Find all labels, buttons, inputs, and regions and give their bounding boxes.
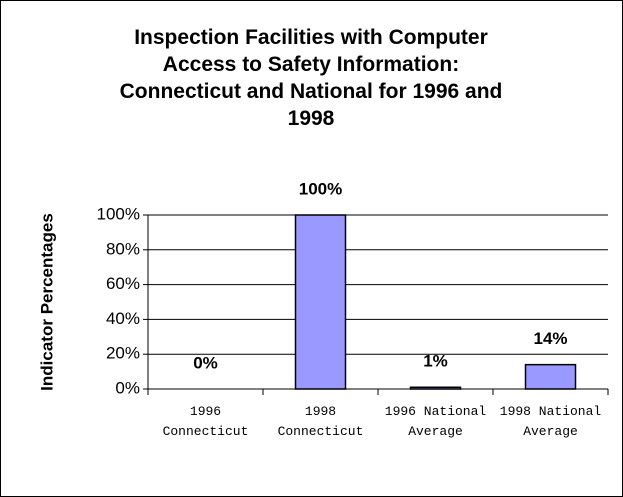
chart-title: Inspection Facilities with Computer Acce… <box>119 26 503 130</box>
x-tick-label: 1996 National Average <box>384 404 487 439</box>
x-tick-label: 1998 Connecticut <box>277 404 364 439</box>
bar <box>524 363 577 390</box>
data-label: 0% <box>193 353 218 372</box>
data-label: 1% <box>423 352 448 371</box>
y-tick-label: 80% <box>106 239 140 258</box>
data-label: 100% <box>299 179 342 198</box>
y-tick-label: 40% <box>106 309 140 328</box>
y-axis-label: Indicator Percentages <box>37 213 56 391</box>
bar <box>294 214 347 390</box>
bar <box>409 386 462 390</box>
x-tick-label: 1996 Connecticut <box>162 404 249 439</box>
x-tick-label: 1998 National Average <box>499 404 602 439</box>
y-tick-label: 0% <box>115 378 140 397</box>
y-tick-label: 100% <box>97 204 140 223</box>
y-tick-label: 20% <box>106 344 140 363</box>
y-tick-label: 60% <box>106 274 140 293</box>
data-label: 14% <box>533 329 567 348</box>
